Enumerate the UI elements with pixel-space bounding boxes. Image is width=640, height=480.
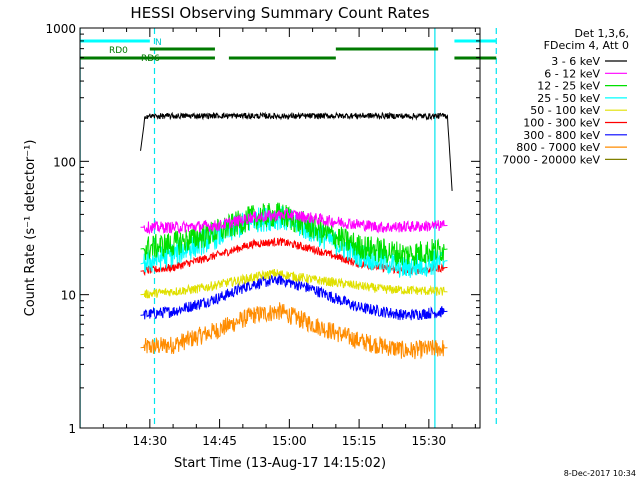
- y-tick-label: 10: [61, 289, 76, 303]
- legend-entry-label: 6 - 12 keV: [544, 67, 600, 80]
- legend-entry-label: 50 - 100 keV: [530, 104, 600, 117]
- series-line: [140, 207, 448, 235]
- legend-entry-label: 25 - 50 keV: [537, 92, 600, 105]
- legend-entry-label: 800 - 7000 keV: [516, 141, 600, 154]
- legend-entry-label: 7000 - 20000 keV: [502, 153, 600, 166]
- legend-header: Det 1,3,6,: [574, 27, 629, 40]
- x-tick-label: 14:45: [202, 434, 237, 448]
- legend-header: FDecim 4, Att 0: [544, 39, 629, 52]
- x-tick-label: 15:15: [342, 434, 377, 448]
- plot-frame: [79, 27, 481, 429]
- series-line: [140, 273, 448, 321]
- flag-label: RD0: [109, 46, 128, 56]
- plot-area: N RD0 RD6: [79, 28, 497, 428]
- x-tick-label: 14:30: [133, 434, 168, 448]
- x-tick-label: 15:30: [412, 434, 447, 448]
- flag-label: RD6: [141, 54, 160, 64]
- x-axis-label: Start Time (13-Aug-17 14:15:02): [174, 456, 386, 471]
- y-axis-label: Count Rate (s⁻¹ detector⁻¹): [23, 140, 38, 317]
- series-line: [140, 202, 448, 266]
- series-line: [140, 302, 448, 360]
- legend-entry-label: 3 - 6 keV: [551, 55, 600, 68]
- timestamp: 8-Dec-2017 10:34: [564, 469, 636, 478]
- x-tick-label: 15:00: [272, 434, 307, 448]
- chart-title: HESSI Observing Summary Count Rates: [130, 4, 429, 22]
- axis-ticks: 1 10 100 1000 14:30 14:45 15:00 15:15 15:30: [45, 22, 480, 448]
- legend-entry-label: 100 - 300 keV: [523, 117, 600, 130]
- series-line: [140, 269, 448, 299]
- legend-entry-label: 12 - 25 keV: [537, 80, 600, 93]
- legend-entry-label: 300 - 800 keV: [523, 129, 600, 142]
- y-tick-label: 1000: [45, 22, 76, 36]
- y-tick-label: 100: [53, 155, 76, 169]
- series-line: [140, 111, 453, 191]
- y-tick-label: 1: [68, 422, 76, 436]
- flag-label: N: [155, 38, 162, 48]
